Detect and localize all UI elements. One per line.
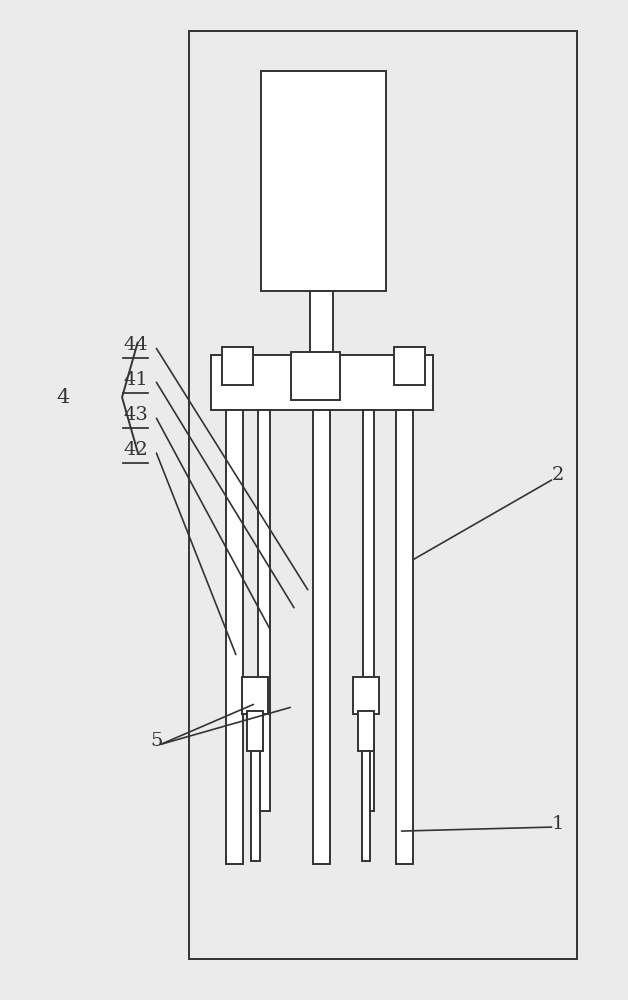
Bar (222, 347, 253, 385)
Text: 2: 2 (551, 466, 564, 484)
Bar (247, 711, 263, 751)
Bar (211, 355, 433, 410)
Text: 44: 44 (124, 336, 148, 354)
Bar (291, 352, 340, 400)
Bar (258, 410, 269, 811)
Bar (189, 31, 577, 959)
Text: 43: 43 (123, 406, 148, 424)
Text: 1: 1 (551, 815, 564, 833)
Text: 5: 5 (150, 732, 163, 750)
Bar (362, 751, 371, 861)
Bar (226, 410, 243, 864)
Bar (242, 677, 268, 714)
Bar (363, 410, 374, 811)
Bar (396, 410, 413, 864)
Bar (394, 347, 425, 385)
Text: 4: 4 (56, 388, 69, 407)
Bar (310, 291, 333, 380)
Bar (353, 677, 379, 714)
Bar (251, 751, 259, 861)
Text: 42: 42 (124, 441, 148, 459)
Bar (261, 71, 386, 291)
Bar (358, 711, 374, 751)
Bar (313, 410, 330, 864)
Text: 41: 41 (124, 371, 148, 389)
